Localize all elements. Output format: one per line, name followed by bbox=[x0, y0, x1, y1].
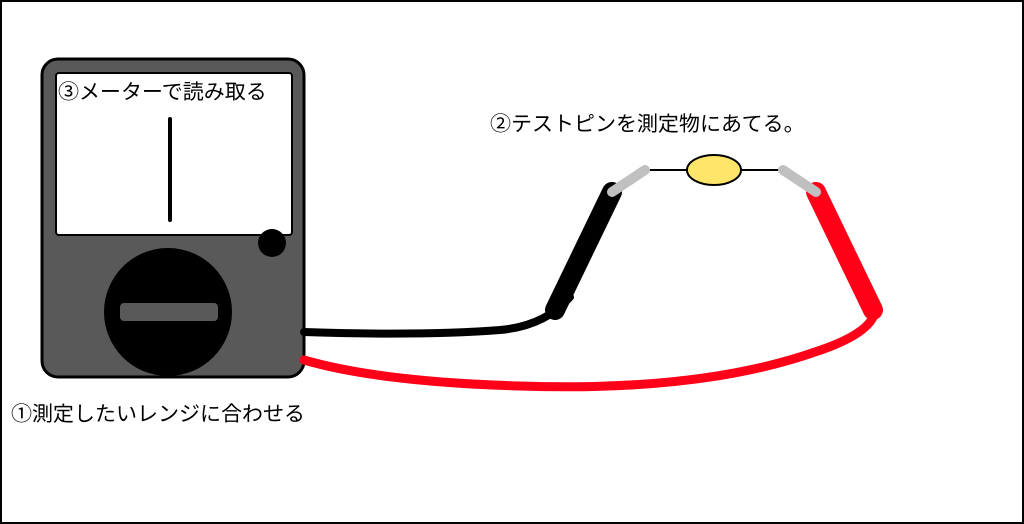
black-probe-body bbox=[555, 192, 612, 310]
range-dial-slot bbox=[120, 303, 218, 321]
adjust-knob-icon bbox=[258, 229, 286, 257]
step2-label: ②テストピンを測定物にあてる。 bbox=[490, 108, 805, 138]
black-lead-wire bbox=[304, 297, 570, 334]
step1-label: ①測定したいレンジに合わせる bbox=[11, 398, 305, 428]
black-probe-tip bbox=[612, 170, 645, 192]
diagram-stage: ①測定したいレンジに合わせる ②テストピンを測定物にあてる。 ③メーターで読み取… bbox=[0, 0, 1024, 524]
dut-body bbox=[687, 155, 741, 185]
step3-label: ③メーターで読み取る bbox=[58, 76, 267, 106]
red-lead-wire bbox=[304, 312, 875, 387]
red-probe-body bbox=[816, 192, 873, 310]
red-probe-tip bbox=[783, 170, 816, 192]
